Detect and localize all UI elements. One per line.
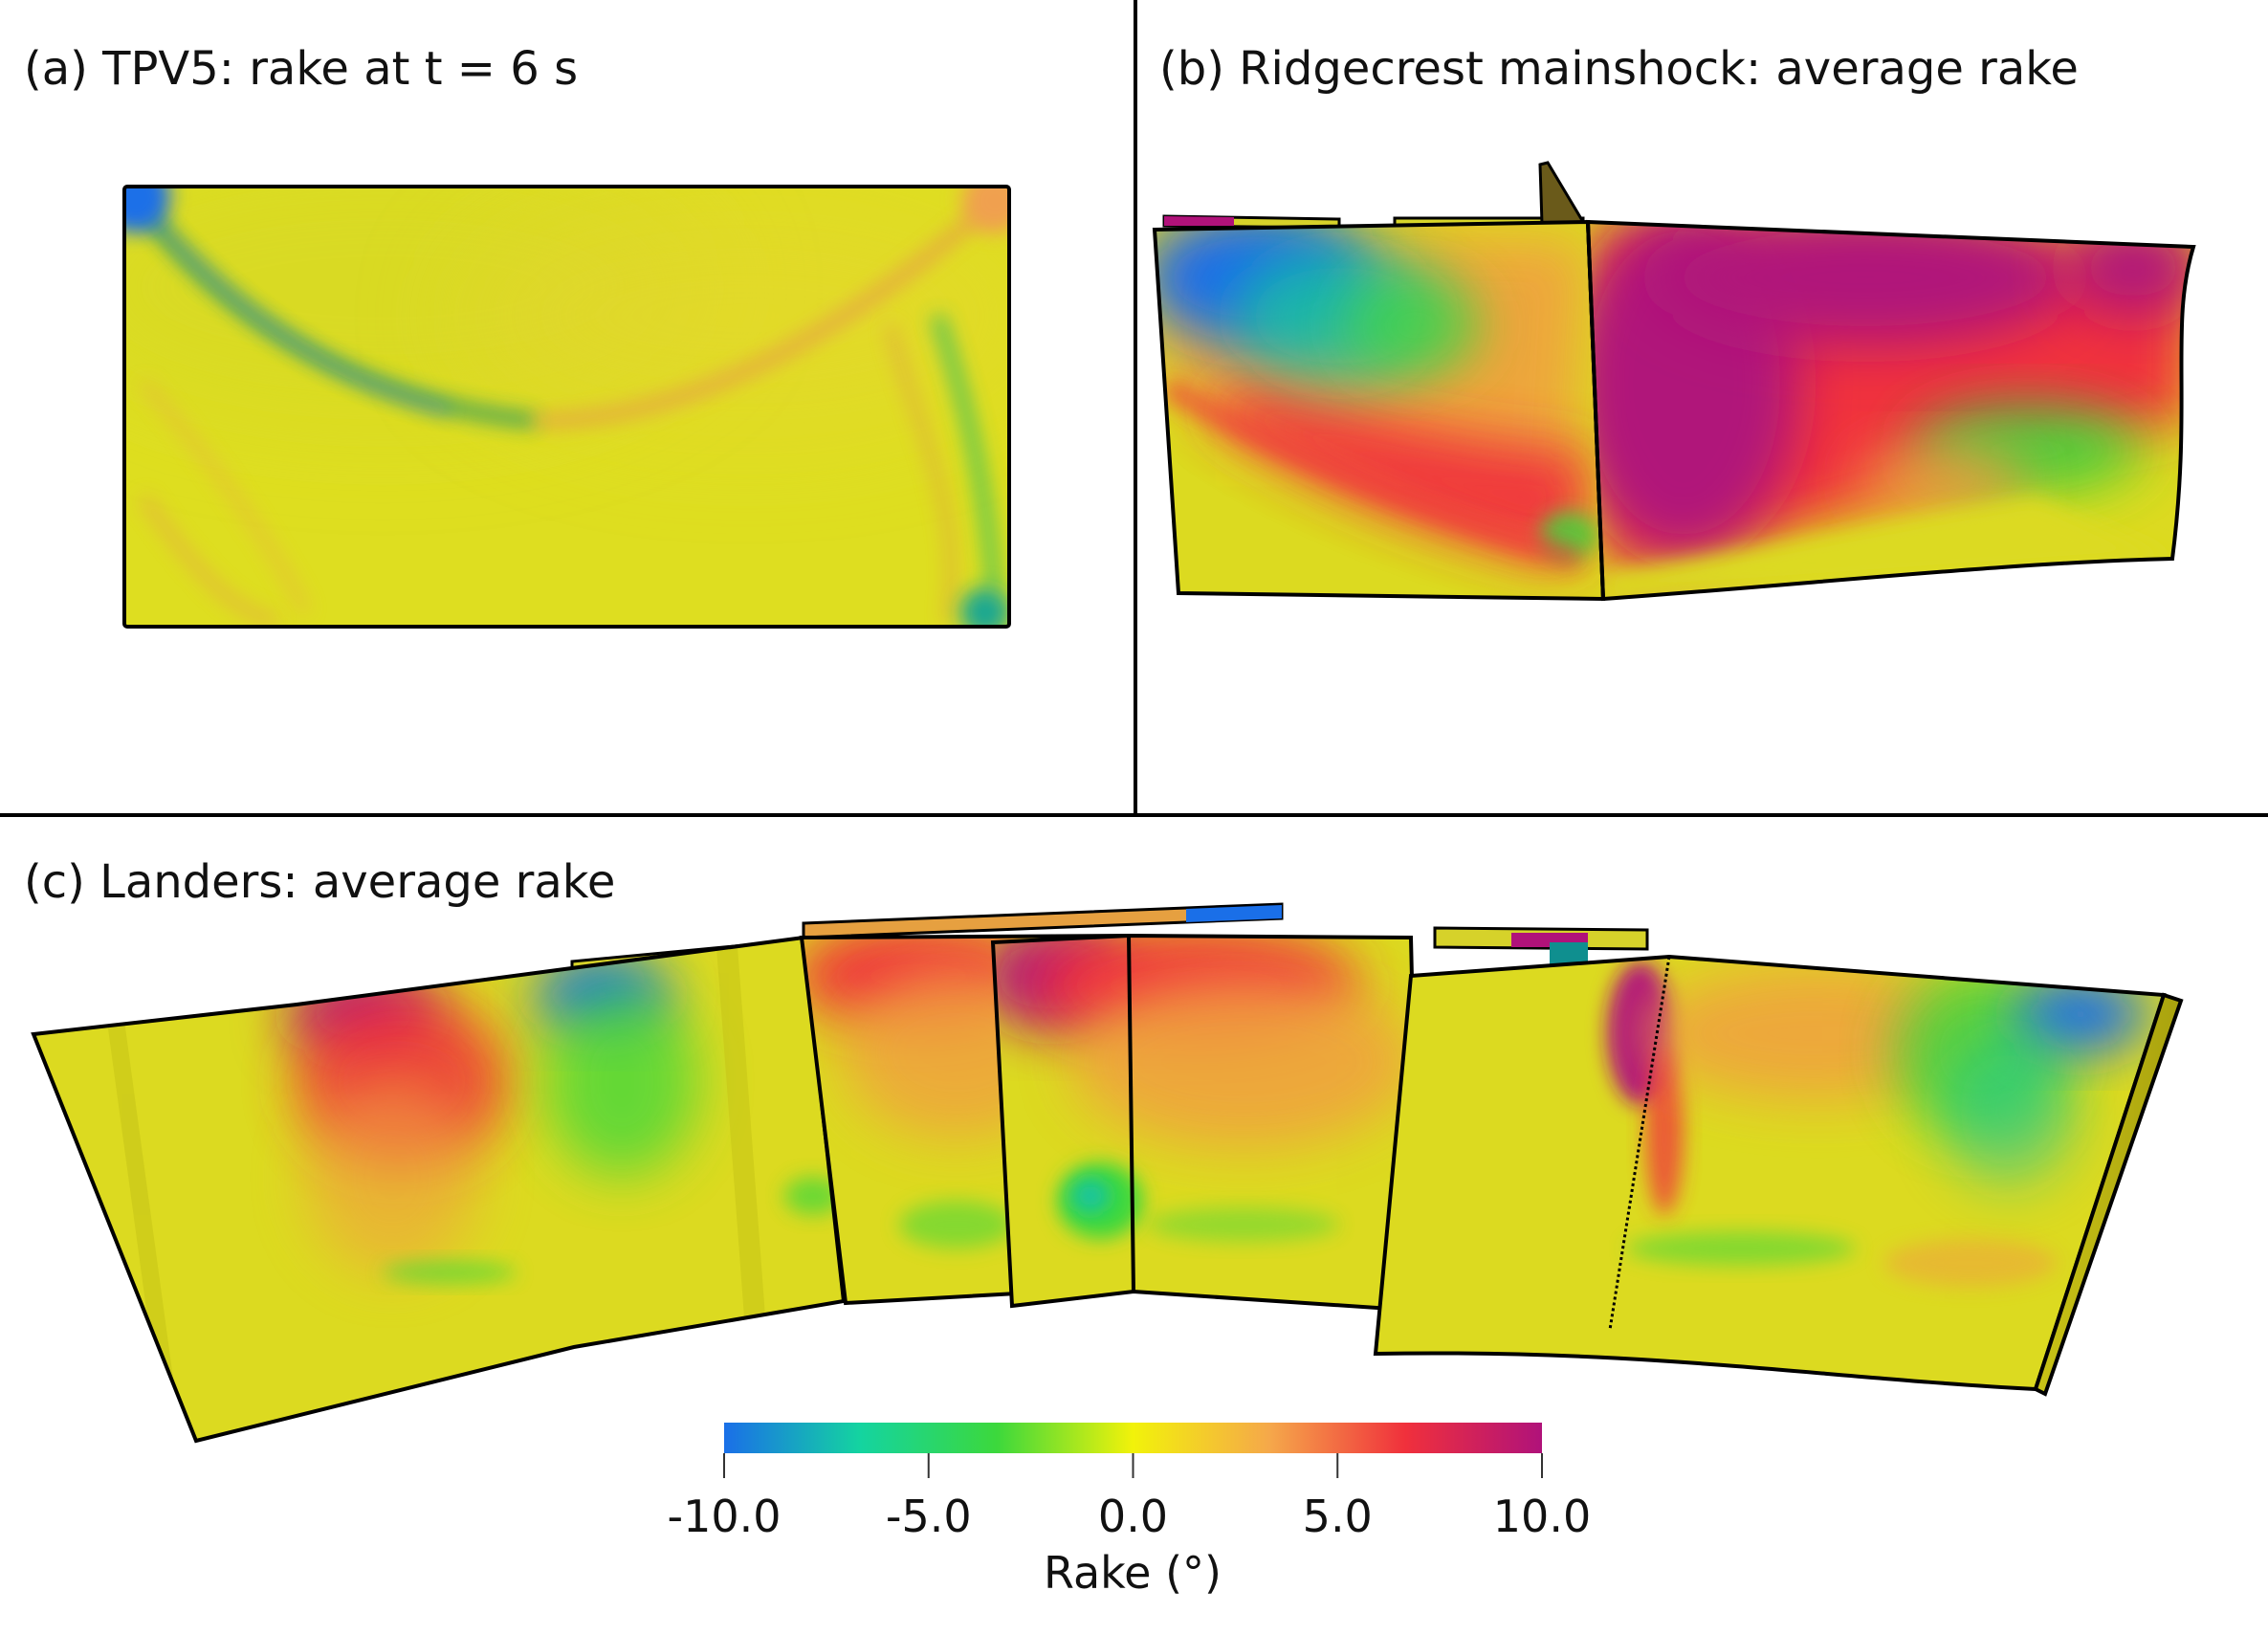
panel-b-title: (b) Ridgecrest mainshock: average rake bbox=[1159, 42, 2079, 96]
tpv5-fault-plane bbox=[122, 185, 1011, 629]
panel-c-title: (c) Landers: average rake bbox=[24, 855, 616, 909]
colorbar-title: Rake (°) bbox=[1044, 1547, 1222, 1599]
colorbar-tick-label: -5.0 bbox=[885, 1491, 972, 1542]
colorbar-gradient bbox=[724, 1423, 1542, 1453]
ridgecrest-fault-model bbox=[1152, 161, 2196, 602]
colorbar bbox=[723, 1423, 1543, 1478]
panel-a-title: (a) TPV5: rake at t = 6 s bbox=[24, 42, 579, 96]
colorbar-tick-label: 0.0 bbox=[1097, 1491, 1169, 1542]
colorbar-tick-label: 5.0 bbox=[1302, 1491, 1373, 1542]
colorbar-tick-label: -10.0 bbox=[667, 1491, 782, 1542]
colorbar-ticks bbox=[723, 1453, 1543, 1478]
colorbar-tick-label: 10.0 bbox=[1492, 1491, 1592, 1542]
landers-fault-model bbox=[31, 902, 2184, 1444]
